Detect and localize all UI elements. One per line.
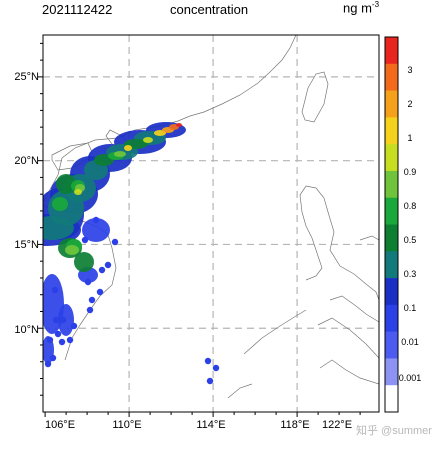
plume-dot [206, 377, 214, 385]
plume-dot [66, 336, 74, 344]
plume-dot [204, 357, 212, 365]
plume-dot [46, 336, 54, 344]
plume-patch [56, 174, 76, 194]
plume-dot [49, 354, 57, 362]
lat-label: 20°N [14, 155, 39, 167]
lat-label: 15°N [14, 239, 39, 251]
colorbar-segment [385, 197, 398, 225]
colorbar-segment [385, 278, 398, 306]
colorbar-segment [385, 63, 398, 91]
plume-dot [92, 216, 100, 224]
map-title: concentration [170, 2, 249, 17]
plume-patch [114, 151, 126, 157]
lat-label: 10°N [14, 324, 39, 336]
colorbar-label: 0.01 [401, 337, 419, 347]
grid-lines [43, 35, 379, 412]
lon-label: 122°E [322, 419, 352, 431]
colorbar-labels: 3 2 1 0.9 0.8 0.5 0.3 0.1 0.01 0.001 [399, 65, 422, 383]
concentration-plume [43, 122, 220, 385]
plume-dot [96, 288, 104, 296]
plume-dot [52, 316, 60, 324]
plume-patch [74, 252, 94, 272]
colorbar-label: 3 [407, 65, 412, 75]
plume-dot [51, 286, 59, 294]
plume-patch [176, 123, 182, 127]
plume-patch [82, 218, 110, 242]
colorbar-segment [385, 144, 398, 172]
lon-label: 114°E [196, 419, 225, 431]
colorbar-label: 0.8 [404, 201, 417, 211]
colorbar-segment [385, 331, 398, 359]
plume-dot [54, 330, 62, 338]
colorbar-segment [385, 358, 398, 386]
colorbar-segment [385, 224, 398, 252]
lon-label: 106°E [45, 419, 75, 431]
watermark: 知乎 @summer [356, 425, 432, 437]
plume-dot [98, 266, 106, 274]
date-label: 2021112422 [42, 2, 113, 17]
plume-dot [212, 364, 220, 372]
plume-patch [143, 137, 153, 143]
colorbar-segment [385, 304, 398, 332]
colorbar-label: 0.5 [404, 235, 417, 245]
lon-label: 118°E [280, 419, 309, 431]
plume-dot [111, 238, 119, 246]
axis-ticks [38, 42, 361, 417]
colorbar-label: 1 [407, 133, 412, 143]
map-frame [42, 34, 380, 413]
lon-axis-labels: 106°E 110°E 114°E 118°E 122°E [45, 419, 352, 431]
plume-dot [81, 236, 89, 244]
colorbar [384, 36, 399, 413]
plume-patch [124, 145, 132, 151]
colorbar-label: 0.1 [404, 303, 417, 313]
lat-axis-labels: 10°N 15°N 20°N 25°N [14, 71, 39, 336]
plume-dot [44, 360, 52, 368]
colorbar-segment [385, 251, 398, 279]
colorbar-label: 0.9 [404, 167, 417, 177]
unit-label: ng m-3 [343, 0, 380, 16]
colorbar-label: 0.3 [404, 269, 417, 279]
lon-label: 110°E [112, 419, 141, 431]
plume-dot [88, 296, 96, 304]
plume-dot [70, 322, 78, 330]
colorbar-label: 2 [407, 99, 412, 109]
colorbar-segment [385, 117, 398, 145]
colorbar-frame [384, 36, 399, 413]
lat-label: 25°N [14, 71, 39, 83]
plume-dot [58, 338, 66, 346]
coastlines [43, 35, 379, 399]
plume-dot [86, 306, 94, 314]
colorbar-segment [385, 170, 398, 199]
colorbar-segment [385, 37, 398, 65]
plume-dot [104, 261, 112, 269]
plume-dot [59, 316, 67, 324]
plume-patch [74, 189, 82, 195]
plume-patch [52, 197, 68, 211]
plume-patch [65, 245, 79, 255]
colorbar-segment [385, 385, 398, 413]
colorbar-segment [385, 90, 398, 118]
plume-dot [84, 278, 92, 286]
colorbar-label: 0.001 [399, 373, 422, 383]
